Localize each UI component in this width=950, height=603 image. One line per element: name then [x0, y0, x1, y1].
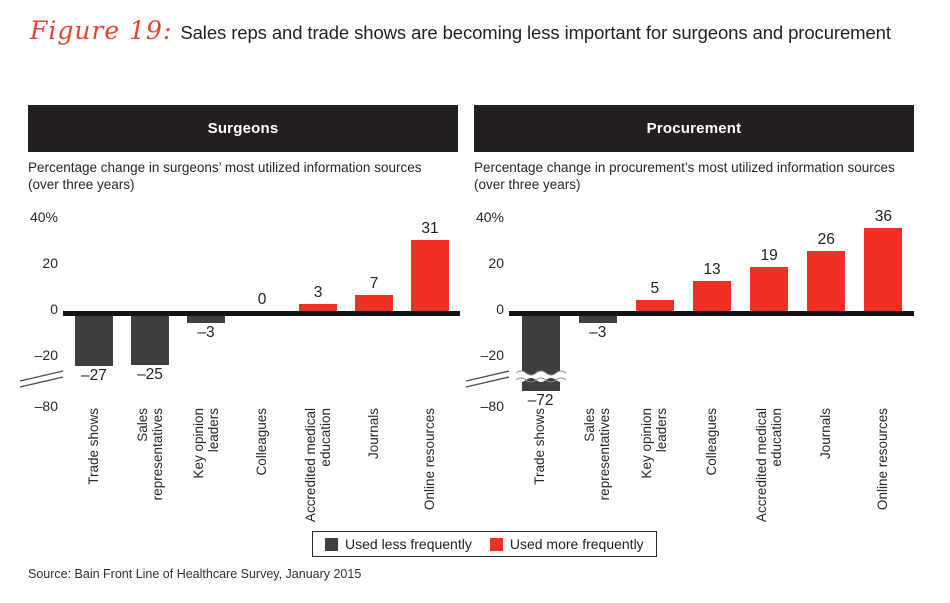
legend-swatch-dark — [325, 537, 338, 551]
bar-6 — [411, 239, 449, 311]
x-axis-label: Key opinion leaders — [639, 408, 669, 479]
x-axis-label: Colleagues — [703, 408, 719, 476]
surgeons-panel: Surgeons Percentage change in surgeons’ … — [19, 105, 460, 531]
x-axis-label: Key opinion leaders — [190, 408, 221, 479]
legend-swatch-red — [489, 537, 503, 551]
bar-5 — [355, 294, 393, 311]
legend-label: Used less frequently — [345, 536, 472, 552]
bar-1 — [131, 316, 169, 365]
x-axis-label: Sales representatives — [582, 408, 612, 501]
subtitle-line: (over three years) — [28, 176, 135, 192]
bar-value-label: 13 — [703, 261, 721, 279]
bar-value-label: 19 — [760, 247, 778, 265]
axis-break-icon — [465, 370, 510, 388]
figure-number-label: Figure 19: — [30, 16, 173, 45]
surgeons-plot: 40% 20 0 –20 –80 –27 –25 –3 0 3 7 31 Trade shows Sale… — [19, 201, 460, 531]
bar-value-label: –3 — [589, 323, 607, 341]
bar-value-label: 31 — [421, 219, 439, 237]
legend-label: Used more frequently — [509, 536, 644, 552]
x-axis-label: Online resources — [421, 408, 437, 511]
panel-header-label: Procurement — [646, 120, 742, 137]
x-axis-label: Trade shows — [532, 408, 548, 485]
y-axis-tick: –20 — [480, 347, 504, 363]
bar-4 — [299, 304, 337, 311]
bar-2 — [635, 299, 674, 311]
bar-value-label: –27 — [81, 366, 107, 384]
figure-title-row: Figure 19: Sales reps and trade shows are… — [30, 16, 891, 45]
y-axis-tick: –80 — [34, 398, 58, 414]
y-axis-tick: 0 — [496, 301, 504, 317]
legend: Used less frequently Used more frequentl… — [312, 531, 657, 557]
bar-0 — [75, 316, 113, 366]
zero-axis-line — [509, 311, 914, 316]
panel-subtitle-surgeons: Percentage change in surgeons’ most util… — [28, 160, 458, 193]
y-axis-tick: 40% — [29, 209, 58, 225]
panel-subtitle-procurement: Percentage change in procurement’s most … — [474, 160, 914, 193]
y-axis-tick: 40% — [475, 209, 504, 225]
y-axis-tick: –80 — [480, 398, 504, 414]
x-axis-label: Trade shows — [85, 408, 101, 485]
subtitle-line: Percentage change in procurement’s most … — [474, 160, 895, 175]
bar-1 — [578, 316, 617, 323]
bar-value-label: –25 — [137, 365, 163, 383]
legend-item-less: Used less frequently — [325, 536, 472, 552]
y-axis-tick: 20 — [488, 255, 504, 271]
figure-title: Sales reps and trade shows are becoming … — [180, 22, 891, 43]
bar-value-label: 36 — [874, 208, 893, 226]
x-axis-label: Sales representatives — [134, 408, 165, 501]
panel-header-procurement: Procurement — [474, 105, 914, 152]
x-axis-label: Accredited medical education — [753, 408, 784, 523]
source-note: Source: Bain Front Line of Healthcare Su… — [28, 567, 362, 581]
x-axis-label: Journals — [365, 408, 381, 460]
panel-header-label: Surgeons — [207, 120, 279, 137]
x-axis-label: Colleagues — [253, 408, 269, 476]
bar-4 — [750, 267, 789, 311]
bar-value-label: 7 — [369, 274, 379, 292]
bar-value-label: 26 — [817, 231, 835, 249]
subtitle-line: (over three years) — [474, 176, 581, 192]
bar-value-label: 3 — [313, 284, 323, 302]
bar-2 — [187, 316, 225, 323]
bar-break-icon — [515, 370, 566, 383]
x-axis-label: Accredited medical education — [302, 408, 333, 523]
procurement-plot: 40% 20 0 –20 –80 –72 –3 5 13 19 26 36 Trade shows Sal… — [465, 201, 914, 531]
bar-5 — [807, 251, 846, 311]
bar-value-label: 0 — [257, 291, 267, 308]
y-axis-tick: 20 — [42, 255, 58, 271]
bar-value-label: –72 — [527, 391, 554, 409]
x-axis-label: Online resources — [874, 408, 890, 511]
panel-header-surgeons: Surgeons — [28, 105, 458, 152]
axis-break-icon — [19, 370, 64, 388]
y-axis-tick: 0 — [50, 301, 58, 317]
zero-axis-line — [63, 311, 460, 316]
legend-item-more: Used more frequently — [489, 536, 644, 552]
bar-3 — [693, 281, 731, 311]
bar-value-label: 5 — [650, 279, 660, 297]
bar-6 — [864, 228, 903, 311]
procurement-panel: Procurement Percentage change in procure… — [465, 105, 914, 531]
y-axis-tick: –20 — [34, 347, 58, 363]
subtitle-line: Percentage change in surgeons’ most util… — [28, 160, 422, 175]
x-axis-label: Journals — [817, 408, 833, 460]
bar-value-label: –3 — [197, 323, 215, 341]
